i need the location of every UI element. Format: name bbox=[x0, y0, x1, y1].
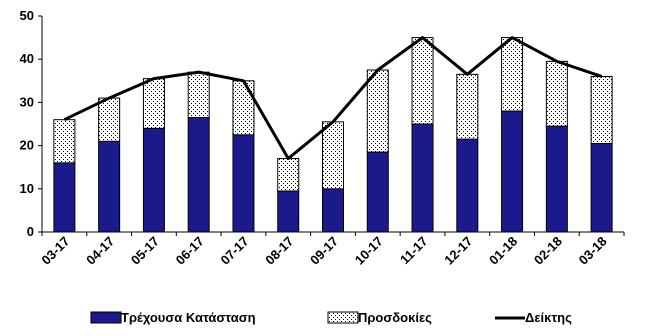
bar-expectations-07-17 bbox=[232, 80, 255, 136]
bar-current-05-17 bbox=[142, 127, 165, 233]
x-tick-label-06-17: 06-17 bbox=[173, 234, 207, 268]
legend-swatch-current bbox=[90, 311, 122, 324]
bar-current-09-17 bbox=[322, 188, 344, 233]
bar-current-12-17 bbox=[456, 138, 479, 233]
bar-current-03-18 bbox=[590, 142, 613, 233]
x-tick-label-02-18: 02-18 bbox=[531, 234, 565, 268]
bar-expectations-03-17 bbox=[53, 119, 76, 164]
bar-expectations-08-17 bbox=[277, 158, 300, 192]
legend-label-expectations: Προσδοκίες bbox=[358, 310, 432, 325]
y-tick-label-20: 20 bbox=[20, 138, 34, 153]
bar-current-07-17 bbox=[232, 134, 255, 233]
bar-current-03-17 bbox=[53, 162, 76, 233]
bar-current-08-17 bbox=[277, 190, 300, 233]
bar-current-11-17 bbox=[411, 123, 434, 233]
bar-current-06-17 bbox=[187, 117, 210, 233]
bar-expectations-10-17 bbox=[366, 69, 389, 153]
bar-expectations-12-17 bbox=[456, 73, 479, 140]
y-tick-label-40: 40 bbox=[20, 51, 34, 66]
bar-expectations-02-18 bbox=[545, 60, 568, 127]
bar-expectations-04-17 bbox=[98, 97, 121, 142]
legend-swatch-expectations bbox=[327, 311, 359, 324]
legend: Τρέχουσα Κατάσταση Προσδοκίες Δείκτης bbox=[90, 310, 572, 325]
bar-expectations-11-17 bbox=[411, 37, 434, 125]
bar-expectations-06-17 bbox=[187, 71, 210, 119]
x-tick-label-12-17: 12-17 bbox=[441, 234, 475, 268]
x-tick-label-11-17: 11-17 bbox=[397, 234, 431, 268]
legend-label-current: Τρέχουσα Κατάσταση bbox=[121, 310, 256, 325]
index-line bbox=[63, 36, 603, 161]
bar-expectations-03-18 bbox=[590, 75, 613, 144]
x-tick-label-07-17: 07-17 bbox=[217, 234, 251, 268]
y-tick-label-10: 10 bbox=[20, 181, 34, 196]
x-tick-label-08-17: 08-17 bbox=[262, 234, 296, 268]
x-tick-label-10-17: 10-17 bbox=[352, 234, 386, 268]
y-tick-label-50: 50 bbox=[20, 8, 34, 23]
bar-current-10-17 bbox=[366, 151, 389, 233]
y-tick-label-30: 30 bbox=[20, 94, 34, 109]
line-series-group bbox=[63, 36, 603, 161]
x-tick-label-03-18: 03-18 bbox=[576, 234, 610, 268]
bar-current-01-18 bbox=[501, 110, 524, 233]
x-tick-label-03-17: 03-17 bbox=[38, 234, 72, 268]
x-tick-label-09-17: 09-17 bbox=[307, 234, 341, 268]
bars-group bbox=[53, 37, 613, 233]
legend-label-index: Δείκτης bbox=[525, 310, 572, 325]
x-tick-label-05-17: 05-17 bbox=[128, 234, 162, 268]
x-tick-label-04-17: 04-17 bbox=[83, 234, 117, 268]
x-tick-label-01-18: 01-18 bbox=[486, 234, 520, 268]
bar-expectations-01-18 bbox=[501, 37, 524, 112]
bar-expectations-05-17 bbox=[142, 78, 165, 129]
y-tick-label-0: 0 bbox=[27, 224, 34, 239]
bar-current-04-17 bbox=[98, 140, 121, 233]
bar-current-02-18 bbox=[545, 125, 568, 233]
bar-expectations-09-17 bbox=[322, 121, 344, 190]
